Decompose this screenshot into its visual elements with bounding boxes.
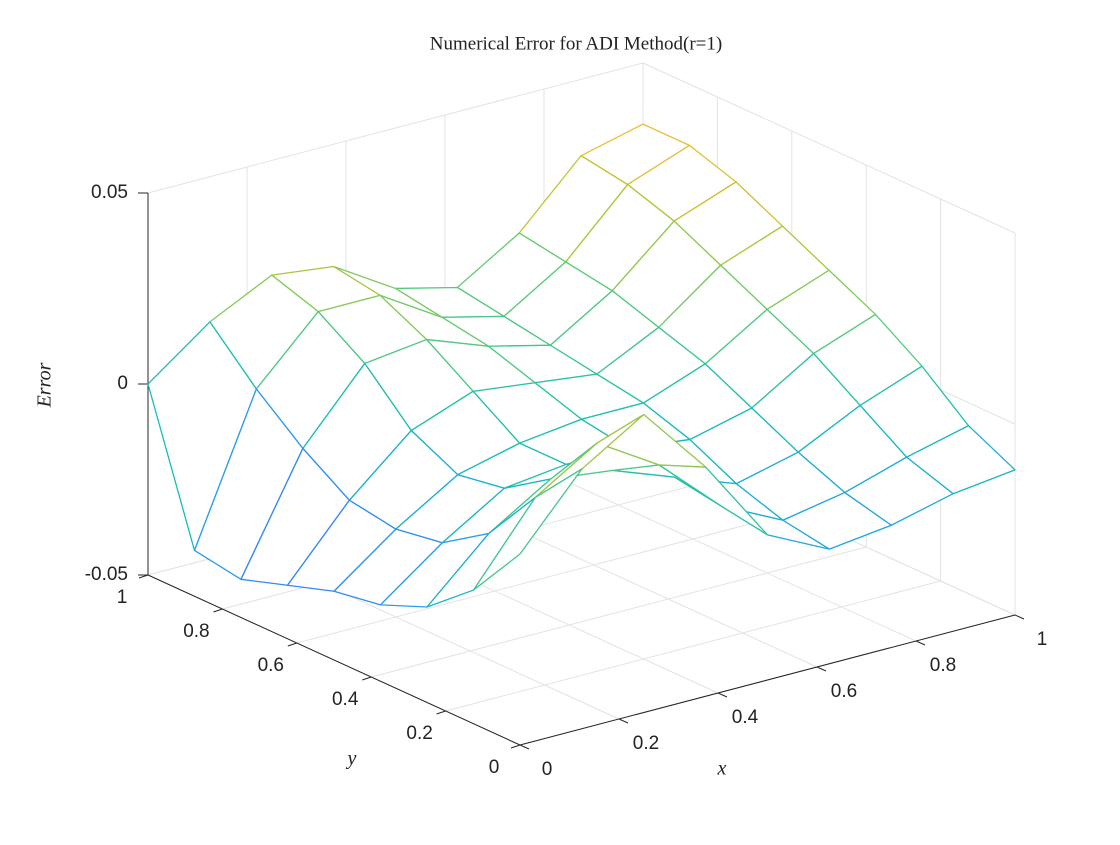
x-axis-label: x xyxy=(717,758,727,780)
y-tick-label: 0.4 xyxy=(332,689,359,710)
grid-line xyxy=(371,546,867,678)
chart-title: Numerical Error for ADI Method(r=1) xyxy=(430,33,722,54)
x-tick xyxy=(618,718,629,724)
grid-line xyxy=(642,62,1016,234)
y-tick-label: 1 xyxy=(117,587,128,608)
x-axis xyxy=(519,614,1016,746)
y-tick xyxy=(362,676,372,681)
z-axis-label: Error xyxy=(34,362,56,408)
x-tick-label: 0.8 xyxy=(930,655,956,676)
grid-line xyxy=(296,512,792,644)
y-tick-label: 0.6 xyxy=(258,655,284,676)
x-tick-label: 0.4 xyxy=(732,707,759,728)
z-tick-label: -0.05 xyxy=(85,564,128,585)
grid-line xyxy=(445,580,941,712)
y-tick-label: 0.8 xyxy=(183,621,209,642)
y-tick xyxy=(287,642,297,647)
mesh-cell xyxy=(472,468,583,591)
y-axis-label: y xyxy=(346,748,357,770)
z-tick-label: 0 xyxy=(117,373,128,394)
x-tick-label: 1 xyxy=(1037,629,1048,650)
x-tick-label: 0 xyxy=(542,759,553,780)
y-axis xyxy=(147,574,521,746)
grid-line xyxy=(147,62,644,194)
x-tick xyxy=(519,744,530,750)
z-tick-label: 0.05 xyxy=(91,182,128,203)
x-tick xyxy=(915,640,926,646)
y-tick-label: 0.2 xyxy=(406,723,432,744)
x-tick xyxy=(816,666,827,672)
x-tick-label: 0.6 xyxy=(831,681,857,702)
x-tick xyxy=(1014,614,1025,620)
x-tick-label: 0.2 xyxy=(633,733,659,754)
y-tick xyxy=(213,608,223,613)
y-tick xyxy=(436,710,446,715)
y-tick-label: 0 xyxy=(489,757,500,778)
x-tick xyxy=(717,692,728,698)
y-tick xyxy=(510,744,521,749)
grid-line xyxy=(543,470,917,642)
